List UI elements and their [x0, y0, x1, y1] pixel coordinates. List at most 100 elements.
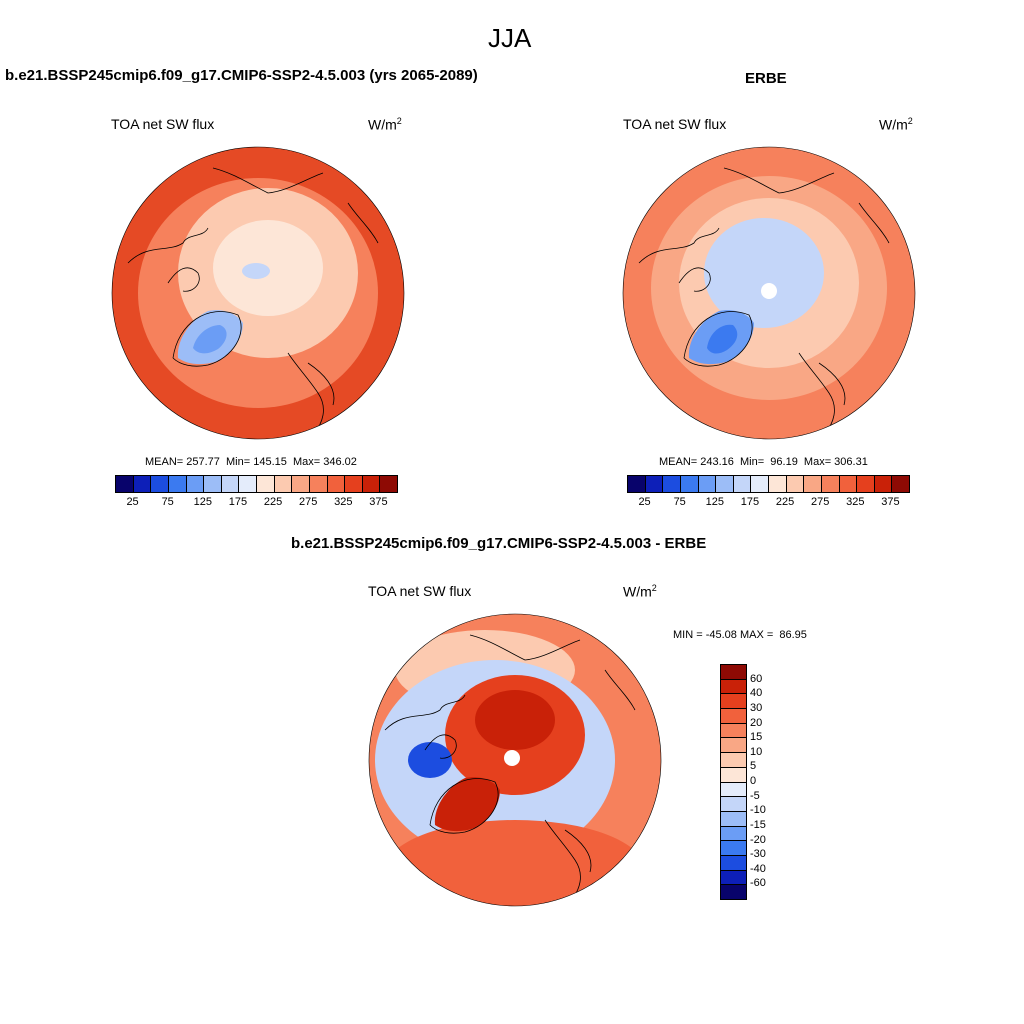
panel-3-stats: MIN = -45.08 MAX = 86.95 — [673, 629, 807, 641]
colorbar-model-swatch — [133, 476, 152, 492]
colorbar-diff-labels: 60 40 30 20 15 10 5 0 -5 -10 -15 -20 -30 -40 -60 — [750, 664, 790, 898]
panel-2-title: ERBE — [745, 70, 787, 87]
colorbar-erbe-swatch — [804, 476, 822, 492]
panel-2-units-base: W/m — [879, 116, 908, 133]
colorbar-model-swatch — [292, 476, 310, 492]
panel-1-stats: MEAN= 257.77 Min= 145.15 Max= 346.02 — [145, 456, 357, 468]
colorbar-model-tick-label: 375 — [369, 496, 388, 508]
map-diff — [368, 613, 662, 907]
colorbar-erbe-tick-label: 175 — [740, 496, 760, 508]
map-model-greenland-core — [193, 325, 227, 354]
panel-1-units-base: W/m — [368, 116, 397, 133]
colorbar-diff-swatch — [721, 855, 746, 871]
colorbar-erbe-tick-label: 275 — [811, 496, 830, 508]
colorbar-erbe-tick-label: 25 — [638, 496, 651, 508]
colorbar-model — [115, 475, 398, 493]
colorbar-diff-swatch — [721, 870, 746, 886]
map-erbe-arctic-cool — [704, 218, 824, 328]
colorbar-erbe-tick-label: 375 — [881, 496, 900, 508]
map-diff-greenland — [434, 777, 500, 832]
colorbar-model-tick-label: 125 — [193, 496, 212, 508]
colorbar-model-tick-label: 225 — [263, 496, 283, 508]
colorbar-erbe-swatch — [645, 476, 664, 492]
colorbar-erbe-swatch — [716, 476, 734, 492]
colorbar-diff-tick-label: -60 — [750, 877, 766, 890]
map-diff-pole-gap — [504, 750, 520, 766]
colorbar-erbe-swatch — [874, 476, 893, 492]
colorbar-erbe-swatch — [769, 476, 787, 492]
colorbar-diff-swatch — [721, 738, 746, 754]
colorbar-model-tick-label: 275 — [299, 496, 318, 508]
map-erbe-greenland-core — [707, 324, 738, 354]
colorbar-erbe-swatch — [680, 476, 699, 492]
panel-3-title: b.e21.BSSP245cmip6.f09_g17.CMIP6-SSP2-4.… — [291, 535, 707, 552]
map-diff-south-warm — [385, 820, 645, 906]
colorbar-diff-tick-label: -5 — [750, 789, 760, 802]
colorbar-diff-swatch — [721, 694, 746, 710]
map-diff-boundary — [368, 613, 662, 907]
colorbar-erbe-swatch — [698, 476, 717, 492]
panel-2-units: W/m2 — [879, 116, 913, 133]
panel-3-units: W/m2 — [623, 583, 657, 600]
colorbar-diff-swatch — [721, 826, 746, 842]
colorbar-erbe-swatch — [821, 476, 840, 492]
colorbar-model-swatch — [221, 476, 240, 492]
map-erbe — [622, 146, 916, 440]
colorbar-diff-tick-label: 20 — [750, 716, 763, 729]
colorbar-model-swatch — [186, 476, 205, 492]
colorbar-model-swatch — [345, 476, 363, 492]
colorbar-diff-tick-label: 15 — [750, 731, 763, 744]
panel-1-title: b.e21.BSSP245cmip6.f09_g17.CMIP6-SSP2-4.… — [5, 67, 478, 84]
map-diff-cold-spot — [408, 742, 452, 778]
colorbar-diff-swatch — [721, 723, 746, 739]
colorbar-erbe-swatch — [663, 476, 681, 492]
colorbar-diff-tick-label: 60 — [750, 672, 763, 685]
colorbar-erbe-swatch — [733, 476, 752, 492]
colorbar-model-swatch — [309, 476, 328, 492]
colorbar-model-swatch — [257, 476, 275, 492]
panel-2-variable: TOA net SW flux — [623, 116, 727, 132]
panel-2-stats: MEAN= 243.16 Min= 96.19 Max= 306.31 — [659, 456, 868, 468]
colorbar-diff-tick-label: 0 — [750, 775, 757, 787]
colorbar-diff-tick-label: 5 — [750, 760, 757, 773]
colorbar-diff-tick-label: -20 — [750, 833, 766, 846]
colorbar-erbe-swatch — [628, 476, 646, 492]
colorbar-erbe-labels: 25 75 125 175 225 275 325 375 — [627, 496, 908, 510]
colorbar-diff — [720, 664, 747, 900]
colorbar-diff-tick-label: 30 — [750, 701, 763, 714]
map-diff-arctic-core — [475, 690, 555, 750]
colorbar-model-tick-label: 25 — [126, 496, 139, 508]
colorbar-erbe-tick-label: 75 — [673, 496, 686, 508]
map-model-coastline — [127, 167, 379, 436]
colorbar-erbe-swatch — [786, 476, 805, 492]
colorbar-erbe-tick-label: 325 — [846, 496, 865, 508]
colorbar-diff-swatch — [721, 679, 746, 695]
colorbar-diff-swatch — [721, 885, 746, 899]
colorbar-diff-tick-label: -40 — [750, 862, 766, 875]
map-erbe-coastline — [638, 167, 890, 436]
colorbar-diff-tick-label: 10 — [750, 745, 763, 758]
colorbar-erbe-swatch — [857, 476, 875, 492]
colorbar-model-swatch — [380, 476, 397, 492]
figure-title: JJA — [488, 23, 532, 53]
colorbar-diff-swatch — [721, 665, 746, 680]
colorbar-model-swatch — [362, 476, 381, 492]
colorbar-erbe-swatch — [892, 476, 909, 492]
panel-3-units-exp: 2 — [651, 583, 657, 593]
colorbar-model-swatch — [327, 476, 346, 492]
panel-2-units-exp: 2 — [907, 116, 913, 126]
colorbar-erbe-swatch — [751, 476, 769, 492]
map-model — [111, 146, 405, 440]
panel-3-variable: TOA net SW flux — [368, 583, 472, 599]
map-model-boundary — [111, 146, 405, 440]
colorbar-diff-tick-label: 40 — [750, 687, 763, 700]
colorbar-model-swatch — [168, 476, 187, 492]
colorbar-diff-swatch — [721, 767, 746, 783]
colorbar-model-labels: 25 75 125 175 225 275 325 375 — [115, 496, 396, 510]
colorbar-diff-swatch — [721, 811, 746, 827]
colorbar-model-swatch — [151, 476, 169, 492]
colorbar-model-swatch — [274, 476, 293, 492]
colorbar-diff-tick-label: -30 — [750, 848, 766, 861]
panel-3-units-base: W/m — [623, 583, 652, 600]
colorbar-erbe-swatch — [839, 476, 858, 492]
